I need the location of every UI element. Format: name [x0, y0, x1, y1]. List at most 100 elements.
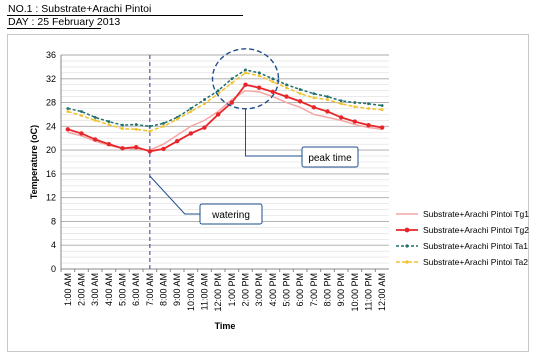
- header-underline-date: [7, 28, 101, 29]
- series-3-point: [312, 92, 316, 96]
- series-2-point: [120, 146, 125, 151]
- series-2-point: [215, 112, 221, 117]
- x-tick-label: 12:00 PM: [213, 273, 223, 312]
- legend-label-2: Substrate+Arachi Pintoi Tg2: [423, 225, 529, 235]
- series-4-point: [298, 92, 302, 96]
- y-tick-label: 28: [46, 98, 56, 108]
- x-tick-label: 11:00 AM: [200, 273, 210, 310]
- x-tick-label: 10:00 PM: [350, 273, 360, 312]
- header-underline: [7, 15, 243, 16]
- series-4-point: [93, 118, 97, 122]
- y-tick-label: 12: [46, 193, 56, 203]
- x-tick-label: 7:00 AM: [145, 273, 155, 306]
- series-2-point: [270, 89, 276, 95]
- x-tick-label: 1:00 PM: [227, 273, 237, 307]
- series-3-point: [134, 123, 138, 126]
- legend-label-4: Substrate+Arachi Pintoi Ta2: [423, 257, 528, 267]
- x-tick-label: 12:00 AM: [377, 273, 387, 311]
- series-2-point: [133, 144, 139, 150]
- x-tick-label: 2:00 PM: [241, 273, 251, 307]
- series-3-point: [230, 77, 234, 81]
- series-2-point: [256, 85, 262, 90]
- x-tick-label: 10:00 AM: [186, 273, 196, 311]
- x-tick-label: 2:00 AM: [77, 273, 87, 306]
- y-tick-label: 0: [51, 264, 56, 274]
- series-4-point: [326, 98, 329, 101]
- chart-header-title: NO.1 : Substrate+Arachi Pintoi: [8, 3, 152, 15]
- series-3-point: [93, 116, 97, 119]
- x-tick-label: 6:00 PM: [295, 273, 305, 307]
- series-3-point: [66, 107, 70, 110]
- series-4-point: [107, 123, 111, 126]
- series-2-point: [366, 122, 371, 128]
- series-4-point: [175, 117, 179, 121]
- x-tick-label: 7:00 PM: [309, 273, 319, 307]
- x-tick-label: 4:00 PM: [268, 273, 278, 307]
- series-4-point: [339, 102, 343, 106]
- peak-time-label: peak time: [308, 153, 352, 164]
- series-2-point: [65, 127, 71, 132]
- x-tick-label: 8:00 AM: [159, 273, 169, 306]
- series-4-point: [121, 127, 124, 131]
- series-2-point: [297, 99, 303, 104]
- y-tick-label: 8: [51, 216, 56, 226]
- series-4-point: [380, 108, 384, 112]
- series-2-point: [325, 109, 330, 114]
- series-3-point: [148, 124, 152, 128]
- watering-leader: [149, 175, 200, 215]
- x-tick-label: 9:00 PM: [336, 273, 346, 307]
- series-3-point: [244, 68, 247, 72]
- series-3-point: [80, 110, 83, 113]
- chart-header-date: DAY : 25 February 2013: [8, 16, 121, 28]
- series-2-point: [338, 115, 344, 120]
- x-tick-label: 8:00 PM: [323, 273, 333, 307]
- series-line-3: [67, 69, 383, 128]
- series-4-point: [271, 80, 275, 84]
- series-3-point: [353, 101, 357, 104]
- series-2-point: [79, 131, 84, 136]
- series-3-point: [257, 71, 261, 75]
- series-3-point: [339, 99, 343, 103]
- x-tick-label: 6:00 AM: [131, 273, 141, 306]
- legend-label-1: Substrate+Arachi Pintoi Tg1: [423, 209, 529, 219]
- y-tick-label: 16: [46, 169, 56, 179]
- series-3-point: [285, 83, 288, 87]
- series-4-point: [80, 114, 83, 118]
- series-4-point: [353, 105, 357, 109]
- x-tick-label: 5:00 PM: [282, 273, 292, 307]
- series-4-point: [285, 86, 288, 90]
- series-4-point: [189, 110, 193, 113]
- x-tick-label: 9:00 AM: [172, 273, 182, 306]
- series-3-point: [107, 120, 111, 123]
- series-4-point: [244, 71, 247, 75]
- legend-marker-4: [405, 260, 409, 264]
- series-4-point: [148, 129, 152, 133]
- y-tick-label: 20: [46, 145, 56, 155]
- series-4-point: [66, 110, 70, 113]
- series-4-point: [367, 107, 370, 110]
- series-4-point: [162, 124, 165, 128]
- series-2-point: [243, 82, 248, 87]
- peak-time-leader: [245, 108, 302, 157]
- x-tick-label: 1:00 AM: [63, 273, 73, 306]
- x-tick-label: 3:00 PM: [254, 273, 264, 307]
- series-3-point: [380, 104, 384, 107]
- series-2-point: [352, 119, 358, 124]
- series-2-point: [202, 125, 207, 130]
- series-2-point: [147, 149, 153, 154]
- series-2-point: [229, 100, 235, 105]
- series-line-4: [67, 72, 383, 132]
- series-2-point: [379, 125, 385, 130]
- series-3-point: [271, 77, 275, 81]
- legend-label-3: Substrate+Arachi Pintoi Ta1: [423, 241, 528, 251]
- y-tick-label: 36: [46, 50, 56, 60]
- x-tick-label: 5:00 AM: [118, 273, 128, 306]
- series-line-2: [67, 83, 383, 153]
- y-tick-label: 4: [51, 240, 56, 250]
- series-3-point: [203, 98, 206, 101]
- series-3-point: [367, 102, 370, 106]
- series-4-point: [257, 74, 261, 78]
- series-4-point: [230, 81, 234, 85]
- watering-label: watering: [211, 210, 250, 221]
